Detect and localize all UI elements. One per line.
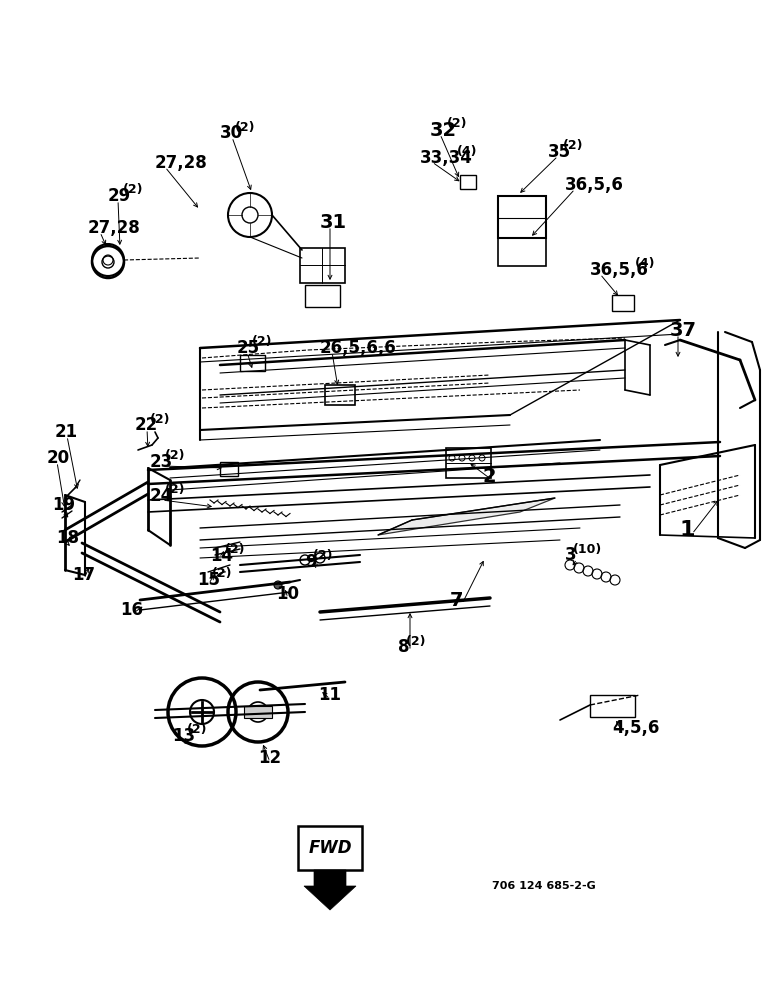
Text: 36,5,6: 36,5,6 [590,261,649,279]
Text: 33,34: 33,34 [420,149,473,167]
Text: FWD: FWD [308,839,352,857]
Text: 35: 35 [548,143,571,161]
Bar [325,385,355,405]
Bar [244,706,272,718]
Text: (10): (10) [573,542,601,556]
Text: (2): (2) [212,568,232,580]
Bar [220,462,238,476]
Text: (4): (4) [635,257,655,270]
Bar [460,175,476,189]
Text: 18: 18 [56,529,79,547]
Bar [240,355,265,371]
Text: 27,28: 27,28 [88,219,141,237]
Text: (2): (2) [447,116,468,129]
Text: 37: 37 [670,320,697,340]
Bar [305,285,340,307]
Bar [498,196,546,238]
Text: 25: 25 [237,339,260,357]
Text: 22: 22 [135,416,158,434]
Text: 10: 10 [276,585,299,603]
Circle shape [274,581,282,589]
Text: (2): (2) [187,724,208,736]
Text: 11: 11 [318,686,341,704]
Text: 8: 8 [398,638,409,656]
Bar [446,448,491,478]
Text: (2): (2) [150,412,171,426]
Text: 23: 23 [150,453,173,471]
Text: 27,28: 27,28 [155,154,208,172]
Polygon shape [304,870,356,910]
Text: 13: 13 [172,727,195,745]
Text: (2): (2) [563,139,584,152]
Text: 26,5,6,6: 26,5,6,6 [320,339,397,357]
Text: 36,5,6: 36,5,6 [565,176,624,194]
Text: 12: 12 [258,749,281,767]
Text: (2): (2) [123,184,144,196]
Bar [300,248,345,283]
Text: 24: 24 [150,487,173,505]
Text: (2): (2) [235,120,256,133]
Text: 3: 3 [565,546,577,564]
Text: 1: 1 [680,520,696,540]
Text: 32: 32 [430,120,457,139]
Text: (2): (2) [252,336,273,349]
Text: 30: 30 [220,124,243,142]
Text: (2): (2) [405,635,426,648]
Text: 4,5,6: 4,5,6 [612,719,659,737]
Text: 7: 7 [450,590,463,609]
Text: (2): (2) [165,450,185,462]
Text: 16: 16 [120,601,143,619]
Bar [498,238,546,266]
Text: 14: 14 [210,547,233,565]
Text: 19: 19 [52,496,75,514]
Polygon shape [378,498,555,535]
Text: 706 124 685-2-G: 706 124 685-2-G [492,881,596,891]
Text: (4): (4) [457,145,478,158]
Text: 31: 31 [320,213,347,232]
Text: 2: 2 [482,466,496,486]
Text: 21: 21 [55,423,78,441]
Text: (2): (2) [313,550,333,562]
Text: 17: 17 [72,566,95,584]
Text: (2): (2) [225,544,245,556]
Text: 9: 9 [305,553,317,571]
Text: 20: 20 [47,449,70,467]
Text: 29: 29 [108,187,131,205]
Text: 15: 15 [197,571,220,589]
Bar [612,295,634,311]
Bar [590,695,635,717]
Text: (2): (2) [165,484,185,496]
